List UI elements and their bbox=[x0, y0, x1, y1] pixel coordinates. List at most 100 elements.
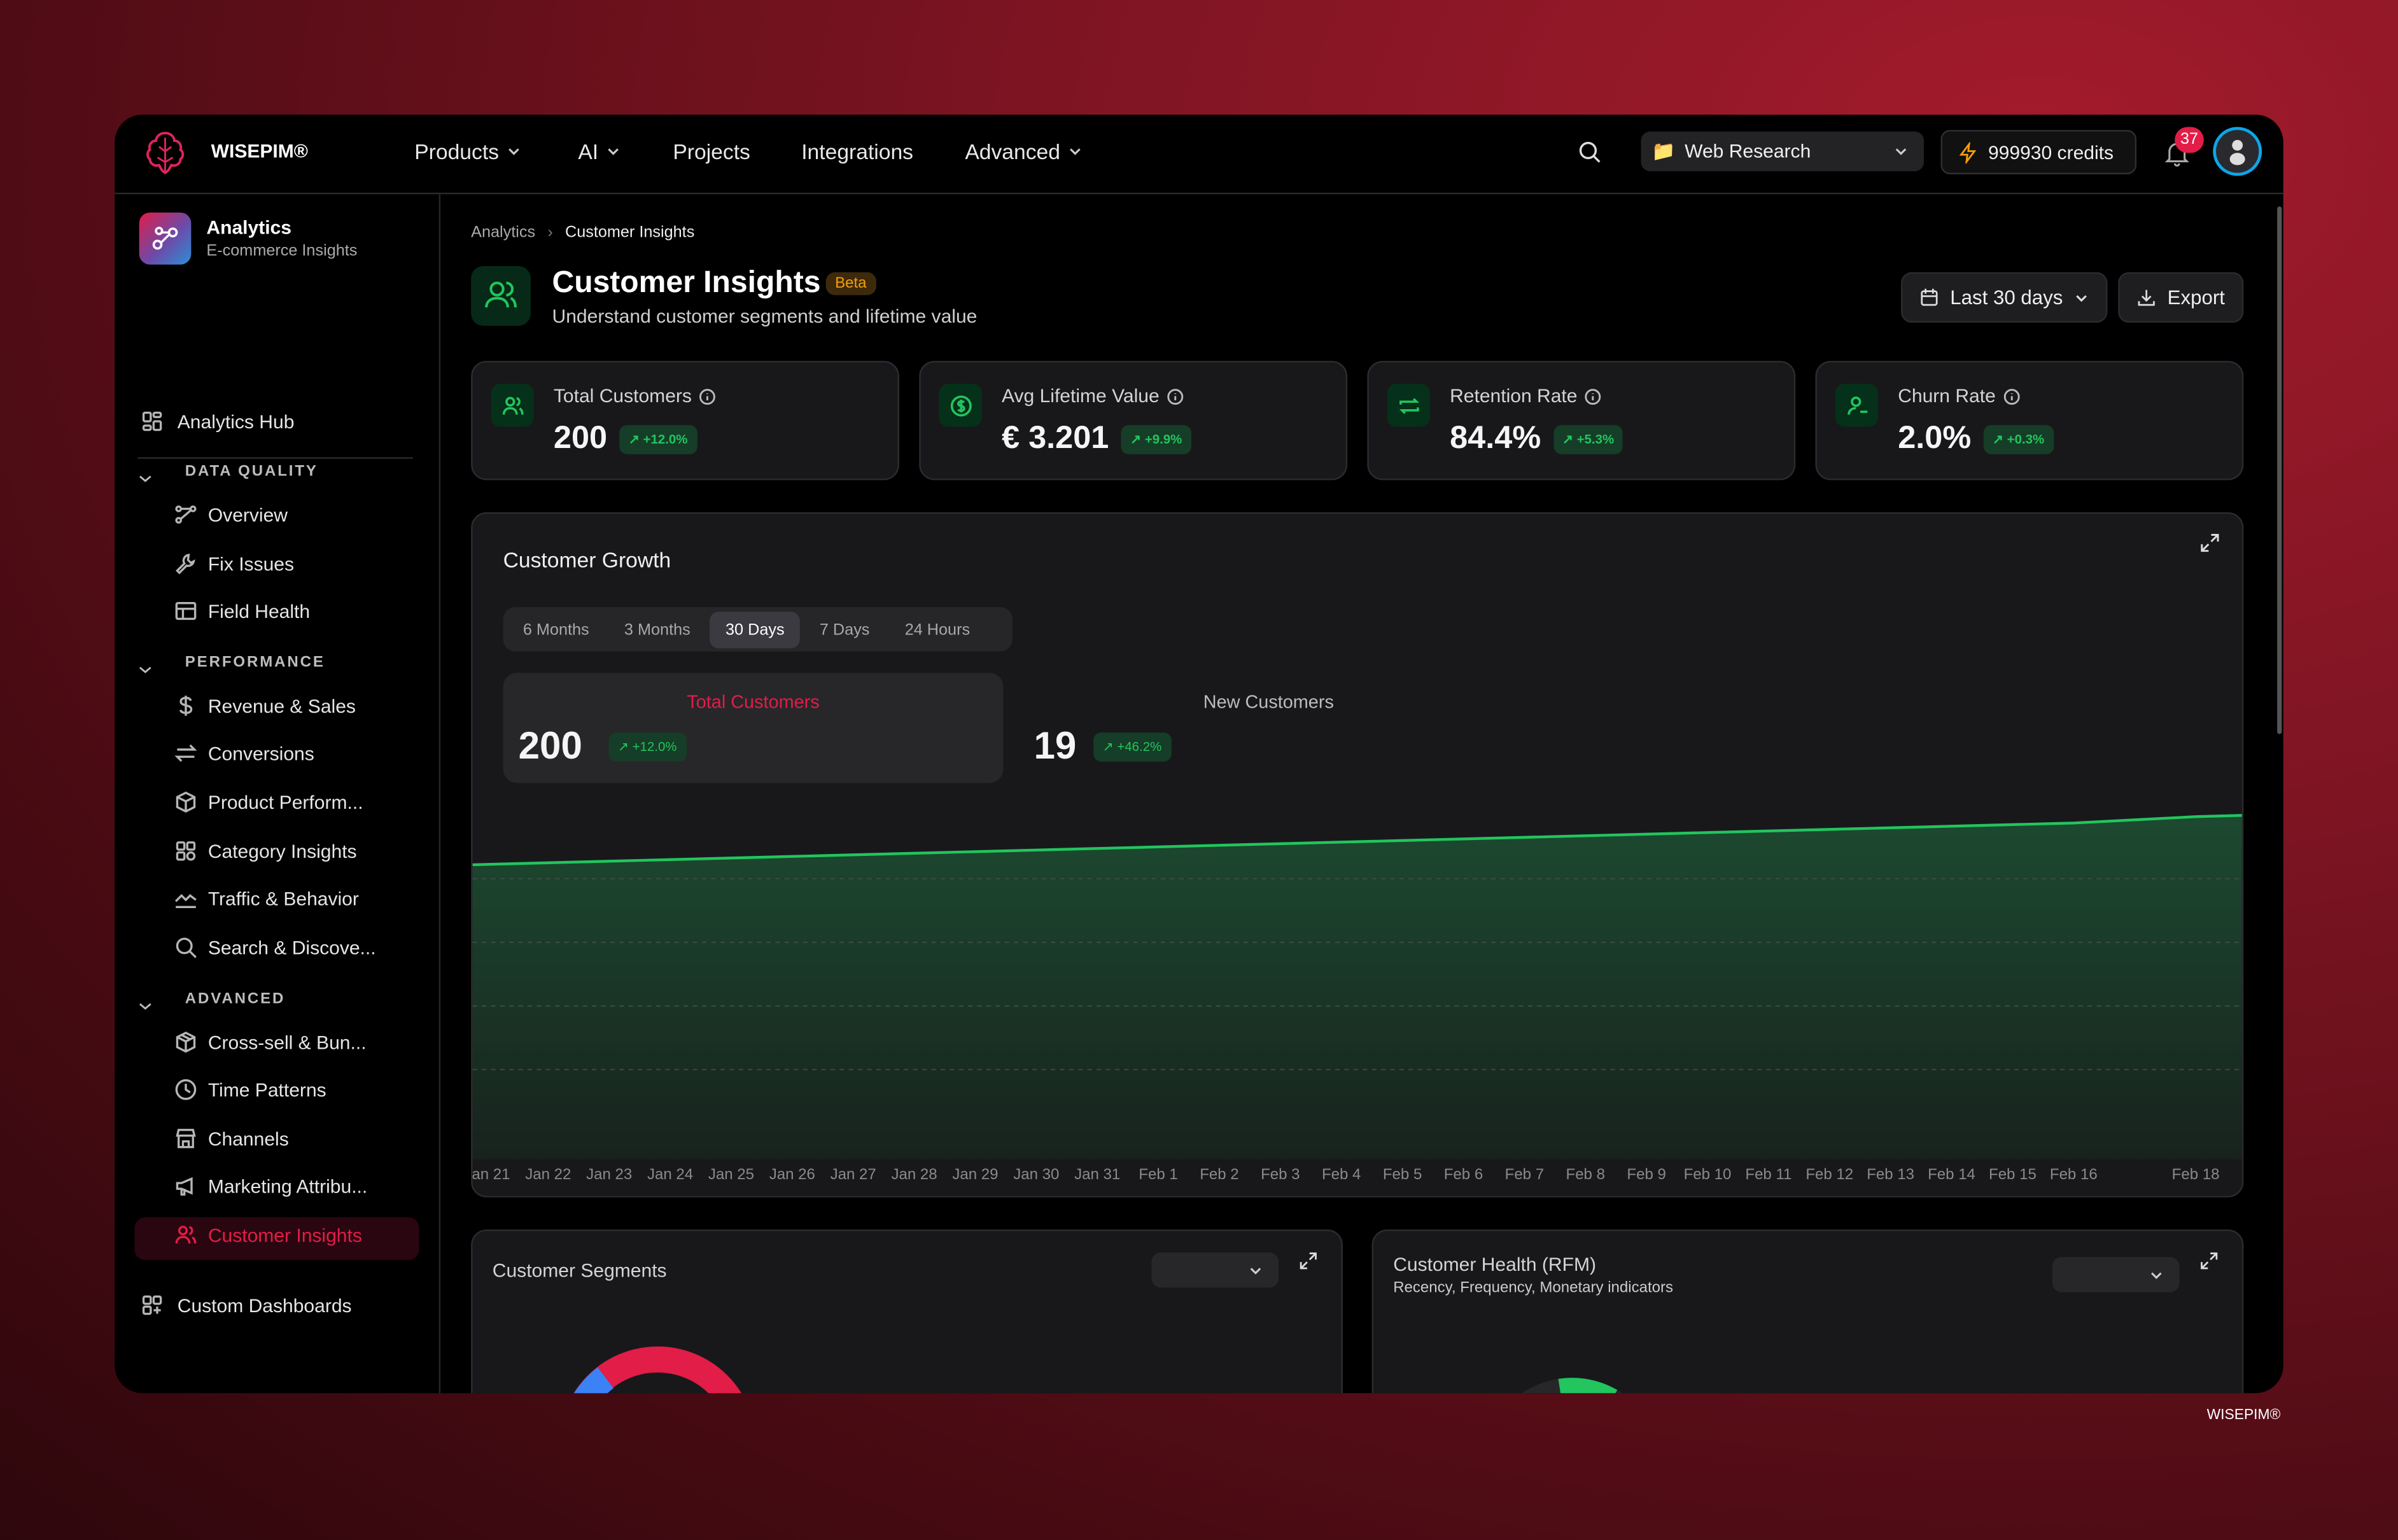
x-tick-label: Feb 13 bbox=[1867, 1166, 1914, 1183]
kpi-icon-box bbox=[939, 384, 982, 427]
sidebar-item-label: Product Perform... bbox=[207, 791, 363, 813]
kpi-change-badge: ↗ +9.9% bbox=[1121, 424, 1191, 454]
x-tick-label: Feb 5 bbox=[1383, 1166, 1422, 1183]
x-tick-label: Feb 10 bbox=[1684, 1166, 1732, 1183]
export-button[interactable]: Export bbox=[2118, 272, 2244, 323]
avatar[interactable] bbox=[2213, 127, 2262, 176]
field-health-icon bbox=[175, 601, 197, 620]
segments-donut-chart bbox=[573, 1346, 742, 1394]
sidebar-item-customer-insights[interactable]: Customer Insights bbox=[174, 1223, 362, 1246]
rfm-slice bbox=[1558, 1378, 1618, 1394]
sidebar-item-traffic-behavior[interactable]: Traffic & Behavior bbox=[174, 887, 359, 910]
nav-projects[interactable]: Projects bbox=[673, 139, 750, 164]
kpi-change-badge: ↗ +0.3% bbox=[1983, 424, 2054, 454]
sidebar-item-fix-issues[interactable]: Fix Issues bbox=[174, 552, 294, 575]
expand-icon[interactable] bbox=[2199, 1251, 2219, 1271]
x-tick-label: Jan 27 bbox=[831, 1166, 876, 1183]
credits-display[interactable]: 999930 credits bbox=[1940, 130, 2137, 174]
kpi-label: Retention Rate bbox=[1450, 385, 1578, 407]
sidebar-item-field-health[interactable]: Field Health bbox=[174, 599, 310, 622]
section-toggle-data-quality[interactable] bbox=[137, 466, 153, 494]
date-range-button[interactable]: Last 30 days bbox=[1901, 272, 2108, 323]
segments-select[interactable] bbox=[1151, 1252, 1279, 1288]
users-icon bbox=[501, 396, 523, 414]
kpi-value: 2.0% bbox=[1898, 420, 1972, 456]
chevron-down-icon bbox=[508, 148, 520, 155]
sidebar-item-overview[interactable]: Overview bbox=[174, 503, 288, 526]
search-icon[interactable] bbox=[1577, 139, 1603, 165]
dollar-circle-icon bbox=[950, 395, 971, 416]
overview-icon bbox=[175, 505, 197, 524]
dashboard-icon bbox=[142, 411, 162, 431]
info-icon[interactable] bbox=[699, 388, 716, 404]
tab-7-days[interactable]: 7 Days bbox=[819, 620, 870, 639]
section-toggle-performance[interactable] bbox=[137, 657, 153, 685]
nav-advanced[interactable]: Advanced bbox=[965, 139, 1083, 164]
sidebar-item-analytics-hub[interactable]: Analytics Hub bbox=[141, 410, 294, 433]
section-header-performance: PERFORMANCE bbox=[185, 654, 325, 671]
section-header-data-quality: DATA QUALITY bbox=[185, 463, 318, 480]
tab-30-days[interactable]: 30 Days bbox=[710, 611, 800, 648]
sidebar-item-conversions[interactable]: Conversions bbox=[174, 741, 314, 764]
x-tick-label: Jan 26 bbox=[769, 1166, 815, 1183]
nav-products[interactable]: Products bbox=[414, 139, 522, 164]
user-minus-icon bbox=[1846, 395, 1867, 414]
info-icon[interactable] bbox=[1167, 388, 1184, 404]
metric-new-customers[interactable]: New Customers 19 ↗ +46.2% bbox=[1005, 673, 1510, 783]
info-icon[interactable] bbox=[1585, 388, 1602, 404]
main-scrollbar[interactable] bbox=[2277, 206, 2282, 734]
nav-ai[interactable]: AI bbox=[578, 139, 621, 164]
tab-3-months[interactable]: 3 Months bbox=[624, 620, 691, 639]
sidebar-item-marketing-attribu[interactable]: Marketing Attribu... bbox=[174, 1175, 367, 1198]
app-window: WISEPIM® Products AI Projects Integrations A… bbox=[115, 115, 2283, 1394]
expand-icon[interactable] bbox=[2199, 532, 2221, 554]
nav-label: Products bbox=[414, 139, 499, 164]
repeat-icon bbox=[1398, 397, 1419, 414]
kpi-label: Total Customers bbox=[553, 385, 692, 407]
section-toggle-advanced[interactable] bbox=[137, 994, 153, 1021]
sidebar-item-cross-sell-bun[interactable]: Cross-sell & Bun... bbox=[174, 1031, 367, 1054]
x-tick-label: Jan 25 bbox=[708, 1166, 754, 1183]
breadcrumb-current: Customer Insights bbox=[564, 223, 695, 242]
chevron-down-icon bbox=[1895, 148, 1907, 155]
sidebar-item-custom-dashboards[interactable]: Custom Dashboards bbox=[141, 1294, 352, 1317]
sidebar-item-channels[interactable]: Channels bbox=[174, 1127, 289, 1150]
kpi-icon-box bbox=[491, 384, 534, 427]
x-tick-label: Feb 3 bbox=[1261, 1166, 1300, 1183]
sidebar-item-search-discove[interactable]: Search & Discove... bbox=[174, 936, 376, 959]
x-tick-label: Jan 28 bbox=[891, 1166, 937, 1183]
kpi-change-badge: ↗ +5.3% bbox=[1553, 424, 1623, 454]
analytics-app-icon bbox=[139, 213, 192, 265]
cross-sell-bun-icon bbox=[176, 1032, 196, 1053]
active-item-highlight bbox=[134, 1217, 419, 1261]
beta-badge: Beta bbox=[825, 272, 876, 295]
metric-total-customers[interactable]: Total Customers 200 ↗ +12.0% bbox=[503, 673, 1004, 783]
sidebar-item-product-perform[interactable]: Product Perform... bbox=[174, 790, 363, 813]
kpi-card-retention-rate: Retention Rate 84.4% ↗ +5.3% bbox=[1367, 361, 1796, 480]
sidebar-item-time-patterns[interactable]: Time Patterns bbox=[174, 1078, 326, 1101]
breadcrumb-analytics[interactable]: Analytics bbox=[471, 223, 536, 242]
brain-logo-icon[interactable] bbox=[142, 129, 188, 178]
chevron-down-icon bbox=[1070, 148, 1081, 155]
expand-icon[interactable] bbox=[1298, 1251, 1318, 1271]
sidebar-item-label: Revenue & Sales bbox=[207, 695, 356, 717]
page-title: Customer Insights bbox=[552, 266, 821, 300]
kpi-value: 84.4% bbox=[1450, 420, 1541, 456]
x-tick-label: Feb 14 bbox=[1928, 1166, 1975, 1183]
chevron-down-icon bbox=[1250, 1268, 1261, 1275]
breadcrumb: Analytics › Customer Insights bbox=[471, 223, 694, 242]
nav-integrations[interactable]: Integrations bbox=[801, 139, 913, 164]
tab-24-hours[interactable]: 24 Hours bbox=[904, 620, 971, 639]
workspace-select[interactable]: 📁 Web Research bbox=[1641, 131, 1925, 172]
tab-6-months[interactable]: 6 Months bbox=[522, 620, 589, 639]
sidebar-item-revenue-sales[interactable]: Revenue & Sales bbox=[174, 694, 356, 717]
share-nodes-icon bbox=[152, 227, 178, 250]
x-tick-label: Feb 4 bbox=[1322, 1166, 1361, 1183]
segment-slice bbox=[574, 1367, 614, 1394]
sidebar-item-category-insights[interactable]: Category Insights bbox=[174, 839, 357, 862]
breadcrumb-separator-icon: › bbox=[547, 223, 553, 242]
rfm-select[interactable] bbox=[2052, 1257, 2180, 1292]
info-icon[interactable] bbox=[2003, 388, 2020, 404]
kpi-change-badge: ↗ +12.0% bbox=[619, 424, 697, 454]
nav-label: Integrations bbox=[801, 139, 914, 164]
